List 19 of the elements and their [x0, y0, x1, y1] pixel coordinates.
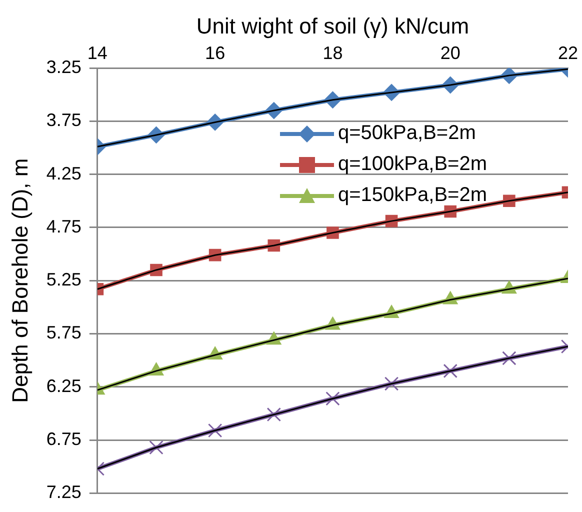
y-tick-label: 3.25 [46, 56, 82, 77]
x-tick-label: 22 [558, 43, 578, 64]
y-tick-label: 4.25 [46, 163, 82, 184]
y-tick-label: 3.75 [46, 110, 82, 130]
x-axis-title: Unit wight of soil (γ) kN/cum [196, 13, 470, 38]
y-tick-label: 6.25 [46, 376, 82, 396]
x-tick-label: 16 [205, 43, 226, 64]
legend-label: q=50kPa,B=2m [338, 122, 476, 145]
legend-label: q=100kPa,B=2m [338, 153, 487, 176]
legend-label: q=150kPa,B=2m [338, 184, 487, 207]
y-tick-label: 6.75 [46, 429, 82, 450]
y-tick-label: 5.75 [46, 322, 82, 343]
y-tick-label: 5.25 [46, 270, 82, 290]
x-tick-label: 18 [322, 43, 343, 64]
y-tick-label: 4.75 [46, 216, 82, 236]
x-tick-label: 14 [87, 43, 108, 64]
x-tick-label: 20 [440, 43, 460, 64]
y-axis-title: Depth of Borehole (D), m [7, 158, 32, 403]
y-tick-label: 7.25 [46, 482, 82, 502]
